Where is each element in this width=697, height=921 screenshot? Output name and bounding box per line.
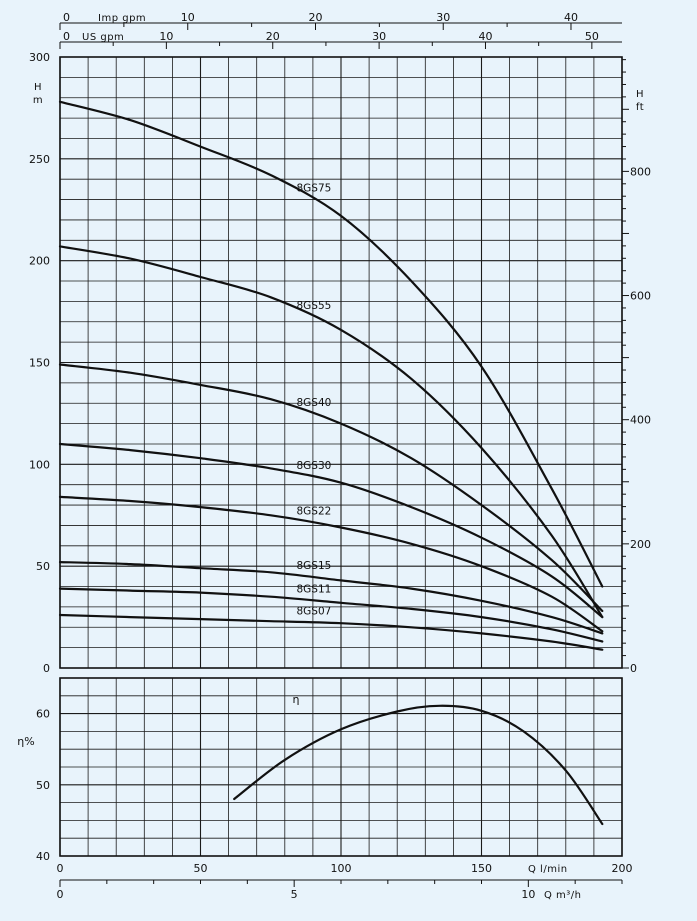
eff-plot-frame: [59, 677, 623, 857]
head-y-tick-label: 200: [29, 255, 50, 268]
head-y-tick-label: 150: [29, 357, 50, 370]
curve-label-8gs75: 8GS75: [296, 183, 331, 195]
q-m3h-tick-label: 0: [57, 888, 64, 901]
head-y-tick-label: 50: [36, 560, 50, 573]
us-gpm-tick-label: 20: [266, 30, 280, 43]
curve-8gs40: [58, 363, 604, 613]
q-lmin-tick-label: 100: [331, 862, 352, 875]
q-lmin-tick-label: 150: [471, 862, 492, 875]
head-ft-tick-label: 400: [630, 414, 651, 427]
us-gpm-tick-label: 0: [63, 30, 70, 43]
series-layer: [58, 100, 604, 826]
q-m3h-tick-label: 10: [521, 888, 535, 901]
eff-y-tick-label: 50: [36, 779, 50, 792]
eff-y-tick-label: 60: [36, 708, 50, 721]
curve-label-efficiency: η: [293, 693, 300, 706]
head-ft-tick-label: 600: [630, 290, 651, 303]
curve-8gs55: [58, 245, 604, 619]
curve-label-8gs55: 8GS55: [296, 300, 331, 312]
q-lmin-tick-label: 50: [194, 862, 208, 875]
head-ft-tick-label: 0: [630, 662, 637, 675]
us-gpm-tick-label: 30: [372, 30, 386, 43]
q-lmin-tick-label: 200: [612, 862, 633, 875]
grid-layer: [59, 56, 623, 857]
q-lmin-tick-label: 0: [57, 862, 64, 875]
imp-gpm-tick-label: 10: [181, 11, 195, 24]
curve-8gs15: [58, 561, 604, 635]
q-m3h-axis-label: Q m³/h: [544, 890, 582, 901]
us-gpm-tick-label: 10: [159, 30, 173, 43]
curve-label-8gs07: 8GS07: [296, 605, 331, 617]
imp-gpm-tick-label: 40: [564, 11, 578, 24]
curve-label-8gs15: 8GS15: [296, 560, 331, 572]
head-ft-tick-label: 800: [630, 165, 651, 178]
head-y-tick-label: 250: [29, 153, 50, 166]
head-y-axis-label-unit: m: [33, 95, 43, 106]
curve-label-8gs30: 8GS30: [296, 460, 331, 472]
curve-8gs22: [58, 495, 604, 633]
head-plot-frame: [59, 56, 623, 669]
axes-layer: [59, 22, 629, 887]
head-ft-axis-label-h: H: [636, 89, 644, 100]
us-gpm-tick-label: 50: [585, 30, 599, 43]
q-m3h-tick-label: 5: [291, 888, 298, 901]
imp-gpm-tick-label: 30: [436, 11, 450, 24]
eff-y-tick-label: 40: [36, 850, 50, 863]
q-lmin-axis-label: Q l/min: [528, 864, 568, 875]
curve-label-8gs40: 8GS40: [296, 397, 331, 409]
head-y-axis-label-h: H: [34, 82, 42, 93]
head-ft-axis-label-unit: ft: [636, 102, 644, 113]
head-y-tick-label: 100: [29, 458, 50, 471]
curve-8gs75: [58, 100, 604, 588]
us-gpm-tick-label: 40: [478, 30, 492, 43]
imp-gpm-axis-label: Imp gpm: [98, 13, 146, 24]
curve-efficiency: [233, 704, 604, 826]
curve-label-8gs22: 8GS22: [296, 506, 331, 518]
head-y-tick-label: 0: [43, 662, 50, 675]
head-ft-tick-label: 200: [630, 538, 651, 551]
curve-8gs07: [58, 613, 604, 651]
curve-8gs30: [58, 442, 604, 619]
curve-8gs11: [58, 587, 604, 643]
us-gpm-axis-label: US gpm: [82, 32, 124, 43]
curve-label-8gs11: 8GS11: [296, 583, 331, 595]
eff-y-axis-label: η%: [17, 735, 34, 748]
imp-gpm-tick-label: 0: [63, 11, 70, 24]
imp-gpm-tick-label: 20: [308, 11, 322, 24]
head-y-tick-label: 300: [29, 51, 50, 64]
